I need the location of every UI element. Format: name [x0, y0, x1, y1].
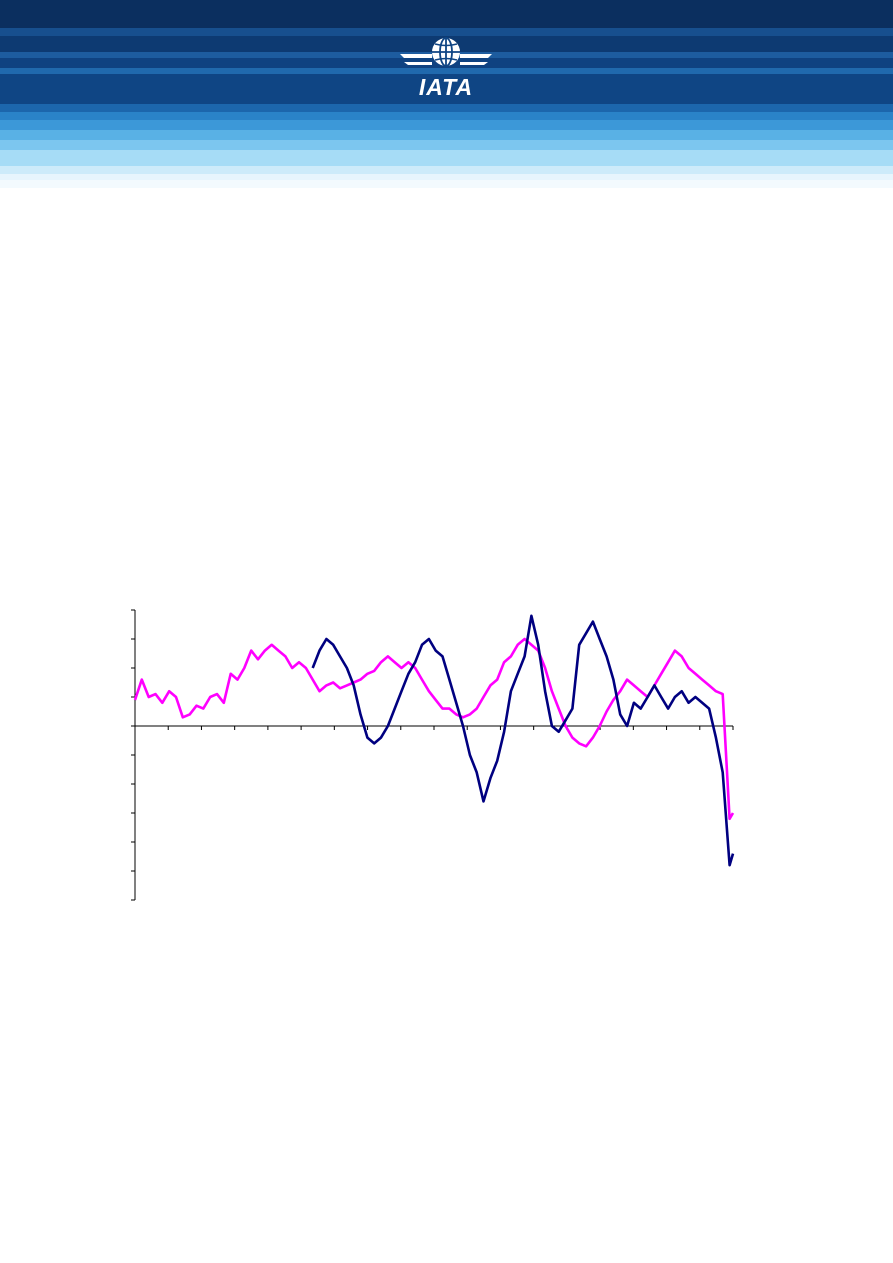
series-line-navy — [311, 614, 735, 867]
banner-band — [0, 68, 893, 74]
banner-band — [0, 130, 893, 140]
globe-wings-icon — [400, 37, 492, 67]
banner-band — [0, 28, 893, 36]
line-chart — [131, 609, 735, 901]
banner-band — [0, 166, 893, 174]
chart-container — [120, 600, 760, 910]
banner-band — [0, 120, 893, 130]
iata-logo: IATA — [396, 34, 496, 100]
header-banner: IATA — [0, 0, 893, 195]
logo-text: IATA — [418, 74, 474, 100]
banner-band — [0, 0, 893, 28]
banner-band — [0, 174, 893, 180]
banner-band — [0, 74, 893, 104]
banner-band — [0, 150, 893, 166]
banner-band — [0, 180, 893, 188]
banner-band — [0, 140, 893, 150]
banner-band — [0, 104, 893, 112]
banner-band — [0, 112, 893, 120]
series-line-magenta — [133, 637, 735, 821]
banner-band — [0, 188, 893, 195]
